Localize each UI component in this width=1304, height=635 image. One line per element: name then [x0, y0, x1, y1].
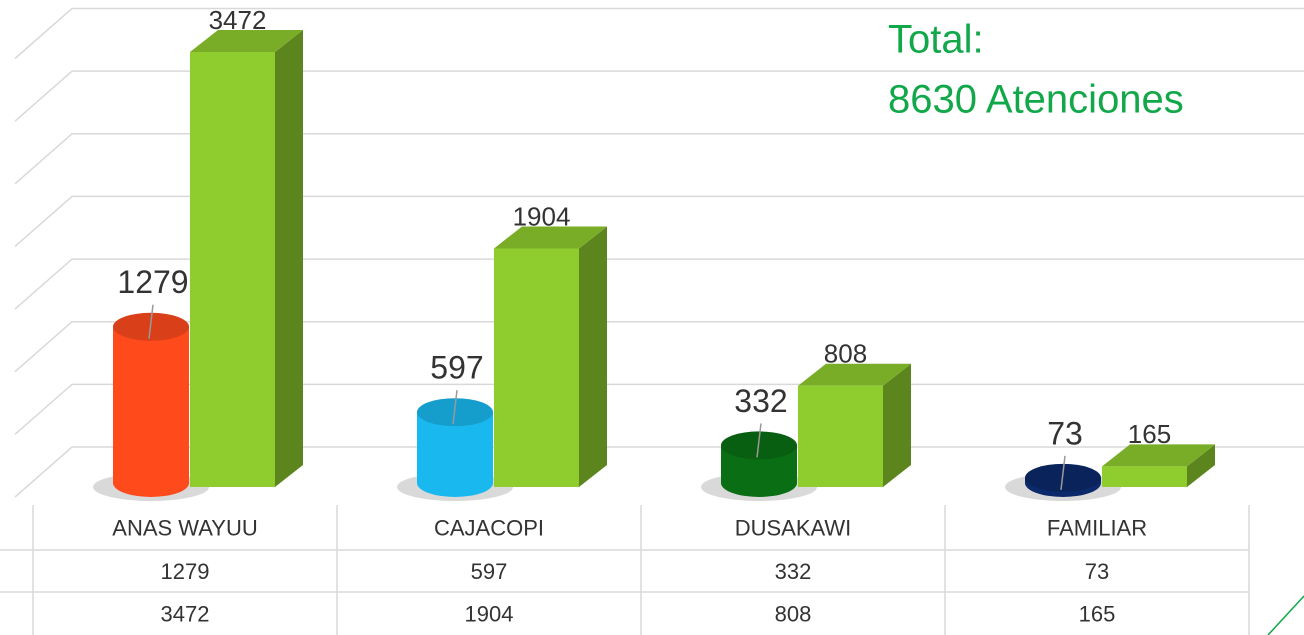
data-label: 165	[1128, 419, 1171, 449]
box-side	[275, 30, 303, 488]
data-label: 1904	[513, 201, 571, 231]
cylinder	[113, 326, 189, 483]
data-label: 597	[430, 350, 483, 386]
category-label: DUSAKAWI	[735, 515, 852, 540]
leader-line	[756, 423, 762, 458]
bar	[798, 385, 883, 487]
table-value: 597	[471, 559, 508, 584]
data-label: 73	[1047, 415, 1083, 451]
bar	[1102, 466, 1187, 487]
data-label: 3472	[209, 5, 267, 35]
grid-line	[14, 7, 1304, 60]
box-side	[579, 226, 607, 487]
category-label: FAMILIAR	[1047, 515, 1147, 540]
box-top	[190, 30, 303, 53]
category-label: CAJACOPI	[434, 515, 544, 540]
box-side	[883, 363, 911, 487]
leader-line	[452, 390, 458, 425]
box-top	[1102, 444, 1215, 467]
annotation: Total:	[888, 18, 984, 62]
data-label: 808	[824, 339, 867, 369]
data-label: 1279	[117, 264, 188, 300]
table-value: 73	[1085, 559, 1109, 584]
grid-line	[14, 258, 1304, 310]
annotation: 8630 Atenciones	[888, 78, 1184, 122]
table-value: 1904	[465, 601, 514, 626]
table-value: 808	[775, 601, 812, 626]
table-value: 332	[775, 559, 812, 584]
leader-line	[148, 304, 154, 339]
grid-line	[14, 195, 1304, 247]
box-top	[494, 226, 607, 249]
grid	[14, 7, 1304, 498]
box-side	[1187, 444, 1215, 487]
table-value: 165	[1079, 601, 1116, 626]
bar	[190, 52, 275, 488]
bar	[494, 248, 579, 487]
data-label: 332	[734, 383, 787, 419]
category-label: ANAS WAYUU	[112, 515, 257, 540]
decoration	[1267, 595, 1304, 635]
grid-line	[14, 133, 1304, 185]
box-top	[798, 363, 911, 386]
table-value: 3472	[161, 601, 210, 626]
table-value: 1279	[161, 559, 210, 584]
leader-line	[1060, 455, 1066, 490]
grid-line	[14, 320, 1304, 373]
grid-line	[14, 70, 1304, 122]
